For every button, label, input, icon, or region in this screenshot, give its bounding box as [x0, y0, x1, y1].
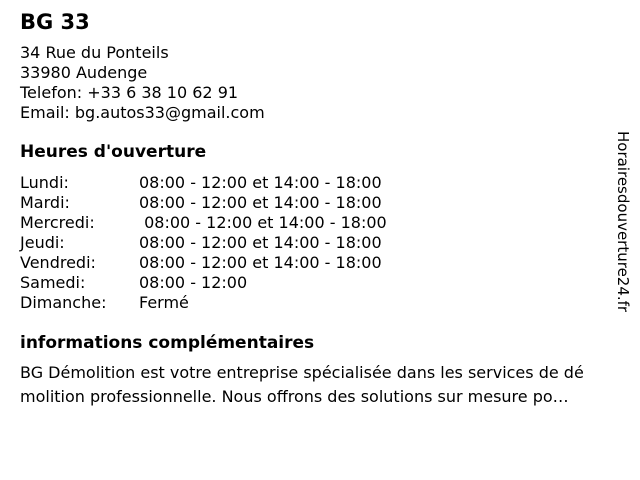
description-line: molition professionnelle. Nous offrons d…: [20, 387, 569, 406]
email-label: Email:: [20, 103, 70, 122]
day-label: Mercredi:: [20, 213, 95, 232]
day-label: Lundi:: [20, 173, 69, 192]
opening-hours-heading: Heures d'ouverture: [20, 142, 207, 162]
table-row: Dimanche: Fermé: [20, 293, 640, 313]
opening-hours-table: Lundi: 08:00 - 12:00 et 14:00 - 18:00 Ma…: [20, 173, 640, 313]
day-hours: 08:00 - 12:00 et 14:00 - 18:00: [139, 193, 382, 212]
watermark-site-name: Horairesdouverture24.fr: [614, 131, 632, 313]
phone-line: Telefon: +33 6 38 10 62 91: [20, 83, 640, 103]
day-label: Dimanche:: [20, 293, 107, 312]
day-hours: 08:00 - 12:00 et 14:00 - 18:00: [139, 213, 387, 232]
phone-number: +33 6 38 10 62 91: [87, 83, 239, 102]
page-title: BG 33: [20, 10, 90, 34]
email-address: bg.autos33@gmail.com: [74, 103, 265, 122]
phone-label: Telefon:: [20, 83, 83, 102]
address-block: 34 Rue du Ponteils 33980 Audenge Telefon…: [20, 43, 640, 123]
table-row: Lundi: 08:00 - 12:00 et 14:00 - 18:00: [20, 173, 640, 193]
business-listing-page: BG 33 34 Rue du Ponteils 33980 Audenge T…: [20, 10, 640, 409]
business-description: BG Démolition est votre entreprise spéci…: [20, 361, 640, 409]
table-row: Vendredi: 08:00 - 12:00 et 14:00 - 18:00: [20, 253, 640, 273]
table-row: Mercredi: 08:00 - 12:00 et 14:00 - 18:00: [20, 213, 640, 233]
description-line: BG Démolition est votre entreprise spéci…: [20, 363, 584, 382]
email-line: Email: bg.autos33@gmail.com: [20, 103, 640, 123]
additional-info-heading: informations complémentaires: [20, 333, 315, 353]
day-hours: 08:00 - 12:00 et 14:00 - 18:00: [139, 253, 382, 272]
day-label: Jeudi:: [20, 233, 65, 252]
day-hours: Fermé: [139, 293, 189, 312]
table-row: Jeudi: 08:00 - 12:00 et 14:00 - 18:00: [20, 233, 640, 253]
day-label: Mardi:: [20, 193, 70, 212]
address-city: 33980 Audenge: [20, 63, 148, 82]
address-street: 34 Rue du Ponteils: [20, 43, 169, 62]
day-hours: 08:00 - 12:00 et 14:00 - 18:00: [139, 173, 382, 192]
day-label: Vendredi:: [20, 253, 96, 272]
table-row: Samedi: 08:00 - 12:00: [20, 273, 640, 293]
table-row: Mardi: 08:00 - 12:00 et 14:00 - 18:00: [20, 193, 640, 213]
day-hours: 08:00 - 12:00 et 14:00 - 18:00: [139, 233, 382, 252]
day-hours: 08:00 - 12:00: [139, 273, 248, 292]
day-label: Samedi:: [20, 273, 86, 292]
